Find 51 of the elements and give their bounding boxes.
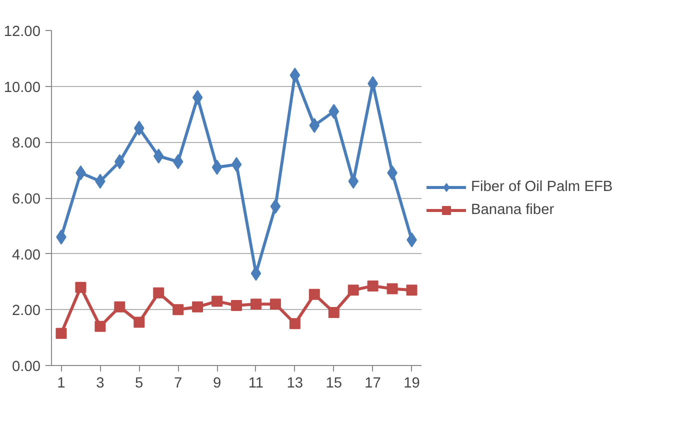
y-tick-label: 10.00: [4, 80, 41, 96]
x-tick-label: 13: [286, 376, 304, 392]
point: [134, 316, 145, 328]
point: [153, 287, 164, 298]
x-tick-label: 3: [96, 376, 104, 392]
point: [172, 154, 184, 170]
point: [212, 160, 222, 175]
point: [250, 298, 262, 310]
point: [367, 280, 378, 292]
point: [328, 306, 340, 318]
y-tick-label: 0.00: [12, 359, 41, 375]
point: [270, 298, 281, 310]
point: [308, 288, 320, 300]
point: [212, 296, 223, 307]
point: [134, 120, 144, 136]
point: [328, 104, 340, 119]
point: [172, 304, 184, 316]
x-tick-label: 19: [404, 376, 420, 392]
point: [231, 300, 242, 311]
x-tick-label: 15: [326, 376, 342, 392]
point: [114, 154, 125, 170]
point: [386, 283, 398, 294]
point: [309, 118, 320, 133]
point: [250, 266, 262, 281]
legend-label: Banana fiber: [471, 202, 556, 218]
x-tick-label: 11: [248, 376, 264, 392]
x-tick-label: 1: [57, 376, 66, 392]
y-tick-label: 8.00: [12, 136, 41, 152]
x-tick-label: 9: [212, 376, 222, 392]
point: [94, 320, 106, 332]
legend-label: Fiber of Oil Palm EFB: [471, 179, 614, 195]
point: [192, 301, 204, 312]
y-tick-label: 4.00: [12, 247, 41, 264]
point: [348, 284, 359, 296]
point: [348, 174, 359, 189]
point: [289, 318, 300, 330]
y-tick-label: 6.00: [12, 192, 41, 208]
point: [192, 90, 203, 105]
point: [270, 198, 281, 214]
point: [231, 157, 242, 172]
x-tick-label: 5: [135, 376, 144, 392]
point: [290, 68, 300, 83]
x-tick-label: 7: [174, 376, 182, 392]
y-tick-label: 2.00: [12, 303, 41, 320]
point: [153, 148, 164, 164]
point: [114, 301, 126, 312]
x-tick-label: 17: [364, 376, 381, 392]
y-tick-label: 12.00: [4, 24, 41, 40]
point: [75, 282, 86, 293]
point: [406, 284, 418, 296]
point: [56, 328, 67, 339]
